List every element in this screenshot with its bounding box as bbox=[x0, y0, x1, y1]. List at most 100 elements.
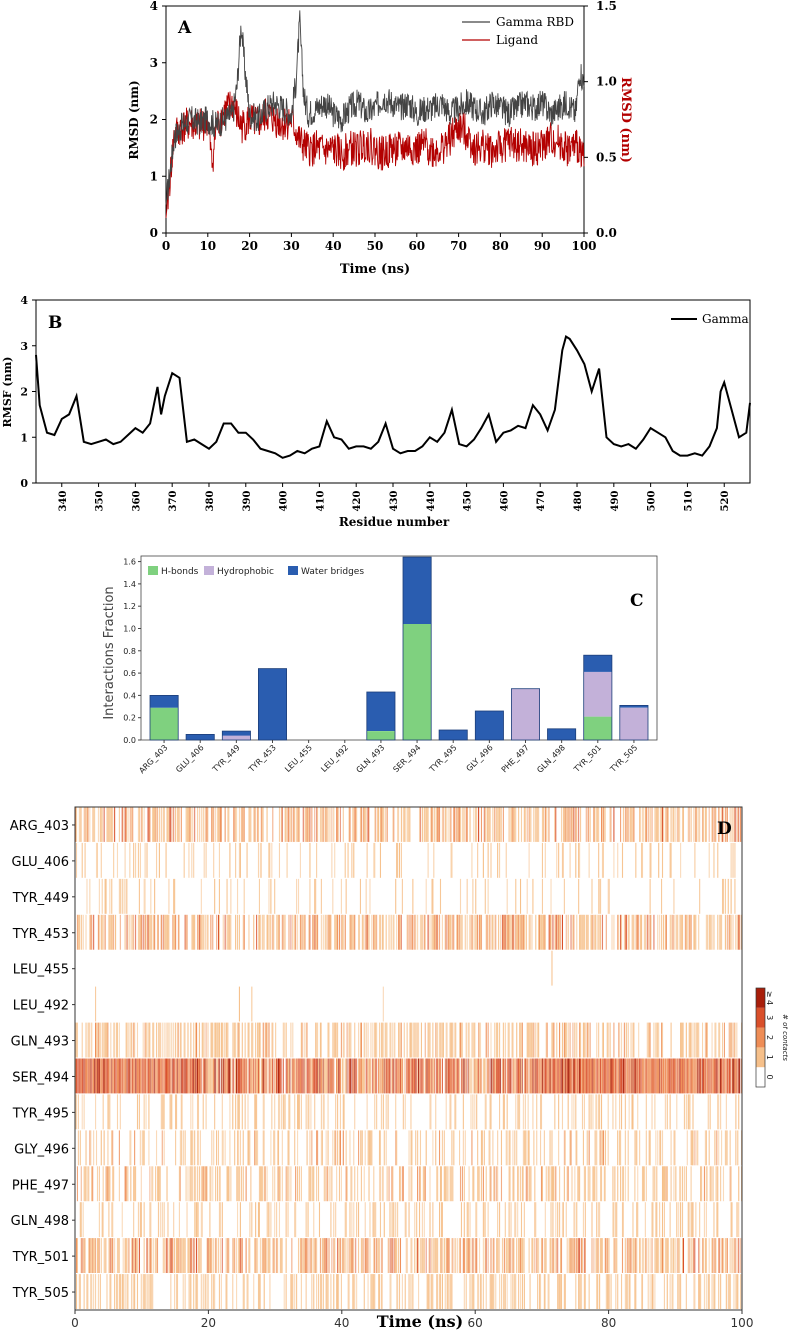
panel-c-x-ticks: ARG_403 GLU_406 TYR_449 TYR_453 LEU_455 LEU_4… bbox=[137, 740, 639, 775]
panel-d-frame bbox=[74, 806, 743, 1311]
x-tick-label: LEU_492 bbox=[319, 743, 350, 774]
colorbar-frame bbox=[755, 987, 766, 1088]
y-tick-label: 0.4 bbox=[123, 691, 136, 700]
panel-c-bars bbox=[149, 556, 649, 741]
panel-b-letter: B bbox=[48, 313, 62, 333]
bar-h-bonds-arg_403 bbox=[150, 707, 179, 740]
panel-c-frame bbox=[140, 555, 658, 741]
x-tick-label: GLU_406 bbox=[174, 743, 205, 774]
x-tick-label: 520 bbox=[720, 491, 731, 512]
panel-b-xlabel: Residue number bbox=[339, 515, 450, 529]
x-tick-label: 350 bbox=[95, 491, 106, 512]
heatmap-row-phe_497 bbox=[76, 1166, 743, 1202]
y-tick-label: 4 bbox=[150, 0, 158, 13]
legend-label-water-bridges: Water bridges bbox=[301, 567, 364, 577]
x-tick-label: 0 bbox=[71, 1316, 79, 1330]
y-tick-label: 0 bbox=[20, 477, 28, 490]
panel-a-lines bbox=[165, 10, 585, 218]
legend-swatch-water-bridges bbox=[288, 566, 298, 575]
colorbar-tick-label: 1 bbox=[765, 1055, 774, 1060]
panel-c-interactions-chart: ARG_403 GLU_406 TYR_449 TYR_453 LEU_455 LEU_4… bbox=[102, 555, 658, 775]
legend-label-gamma: Gamma RBD bbox=[496, 15, 574, 29]
x-tick-label: SER_494 bbox=[391, 743, 422, 774]
heatmap-row-arg_403 bbox=[75, 807, 742, 842]
x-tick-label: 40 bbox=[325, 239, 342, 253]
colorbar-segment bbox=[756, 1027, 765, 1048]
colorbar-tick-label: 2 bbox=[765, 1035, 774, 1040]
heatmap-row-leu_492 bbox=[95, 986, 384, 1022]
x-tick-label: 30 bbox=[283, 239, 300, 253]
x-tick-label: 440 bbox=[426, 491, 437, 512]
panel-a-y2-ticks: 0.0 0.5 1.0 1.5 bbox=[584, 0, 617, 240]
row-label-tyr_453: TYR_453 bbox=[12, 927, 69, 942]
x-tick-label: LEU_455 bbox=[283, 743, 314, 774]
x-tick-label: 80 bbox=[601, 1316, 616, 1330]
row-label-tyr_505: TYR_505 bbox=[12, 1286, 69, 1301]
row-label-leu_492: LEU_492 bbox=[13, 999, 69, 1014]
panel-d-contacts-heatmap: ARG_403 GLU_406 TYR_449 TYR_453 LEU_455 LEU_4… bbox=[10, 806, 788, 1330]
y-tick-label: 3 bbox=[20, 340, 28, 353]
bar-hydrophobic-tyr_505 bbox=[619, 707, 648, 740]
panel-c-letter: C bbox=[630, 591, 644, 611]
x-tick-label: 20 bbox=[201, 1316, 216, 1330]
bar-water-bridges-tyr_453 bbox=[258, 668, 287, 740]
heatmap-row-tyr_505 bbox=[75, 1274, 742, 1309]
x-tick-label: TYR_449 bbox=[210, 743, 242, 775]
y2-tick-label: 0.5 bbox=[596, 150, 617, 164]
panel-a-ylabel-right: RMSD (nm) bbox=[618, 77, 633, 163]
legend-label-gamma-b: Gamma bbox=[702, 312, 749, 326]
bar-water-bridges-tyr_495 bbox=[439, 730, 468, 740]
panel-d-row-labels: ARG_403 GLU_406 TYR_449 TYR_453 LEU_455 LEU_4… bbox=[10, 819, 75, 1301]
panel-a-rmsd-chart: 0 10 20 30 40 50 60 70 80 90 100 0 1 2 3 4 0.0 0.5 1.0 1.… bbox=[127, 0, 633, 277]
x-tick-label: 40 bbox=[334, 1316, 349, 1330]
x-tick-label: 0 bbox=[162, 239, 170, 253]
panel-b-rmsf-chart: 340 350 360 370 380 390 400 410 420 430 440 450 460 4… bbox=[1, 294, 751, 529]
legend-label-h-bonds: H-bonds bbox=[161, 567, 199, 577]
heatmap-row-gln_493 bbox=[75, 1022, 743, 1058]
y-tick-label: 4 bbox=[20, 294, 28, 307]
panel-b-x-ticks: 340 350 360 370 380 390 400 410 420 430 440 450 460 4… bbox=[58, 483, 731, 511]
y-tick-label: 0.0 bbox=[123, 736, 136, 745]
row-label-phe_497: PHE_497 bbox=[12, 1178, 69, 1193]
x-tick-label: 70 bbox=[450, 239, 467, 253]
bar-hydrophobic-tyr_449 bbox=[222, 735, 251, 740]
panel-b-legend: Gamma bbox=[671, 312, 749, 326]
panel-a-legend: Gamma RBD Ligand bbox=[462, 15, 574, 47]
panel-d-x-ticks: 0 20 40 60 80 100 bbox=[71, 1310, 753, 1330]
row-label-tyr_495: TYR_495 bbox=[12, 1106, 69, 1121]
y2-tick-label: 1.0 bbox=[596, 75, 617, 89]
x-tick-label: 470 bbox=[536, 491, 547, 512]
panel-a-y-ticks: 0 1 2 3 4 bbox=[150, 0, 166, 240]
panel-c-y-ticks: 0.0 0.2 0.4 0.6 0.8 1.0 1.2 1.4 1.6 bbox=[123, 558, 141, 745]
bar-hydrophobic-tyr_501 bbox=[583, 672, 612, 717]
y-tick-label: 1.6 bbox=[123, 558, 136, 567]
x-tick-label: PHE_497 bbox=[500, 743, 531, 774]
x-tick-label: 60 bbox=[408, 239, 425, 253]
legend-label-hydrophobic: Hydrophobic bbox=[217, 567, 274, 577]
panel-c-ylabel: Interactions Fraction bbox=[102, 586, 117, 719]
panel-b-lines bbox=[35, 335, 751, 459]
x-tick-label: 60 bbox=[468, 1316, 483, 1330]
bar-water-bridges-gln_493 bbox=[366, 692, 395, 731]
colorbar-label: # of contacts bbox=[781, 1014, 788, 1061]
colorbar-segment bbox=[756, 1047, 765, 1068]
x-tick-label: 510 bbox=[683, 491, 694, 512]
colorbar-tick-label: ≥ 4 bbox=[765, 991, 774, 1005]
bar-water-bridges-tyr_501 bbox=[583, 655, 612, 672]
colorbar-segment bbox=[756, 988, 765, 1008]
line-gamma-rbd bbox=[165, 10, 585, 205]
bar-water-bridges-tyr_505 bbox=[619, 705, 648, 708]
heatmap-row-tyr_453 bbox=[76, 914, 743, 950]
x-tick-label: 490 bbox=[610, 491, 621, 512]
y-tick-label: 1.4 bbox=[123, 580, 136, 589]
x-tick-label: 100 bbox=[571, 239, 596, 253]
x-tick-label: 10 bbox=[199, 239, 216, 253]
heatmap-row-ser_494 bbox=[75, 1058, 743, 1094]
colorbar-tick-label: 0 bbox=[765, 1075, 774, 1080]
row-label-glu_406: GLU_406 bbox=[12, 855, 70, 870]
colorbar-segment bbox=[756, 1007, 765, 1028]
x-tick-label: 380 bbox=[205, 491, 216, 512]
bar-water-bridges-glu_406 bbox=[186, 734, 215, 740]
heatmap-row-gly_496 bbox=[77, 1130, 743, 1166]
